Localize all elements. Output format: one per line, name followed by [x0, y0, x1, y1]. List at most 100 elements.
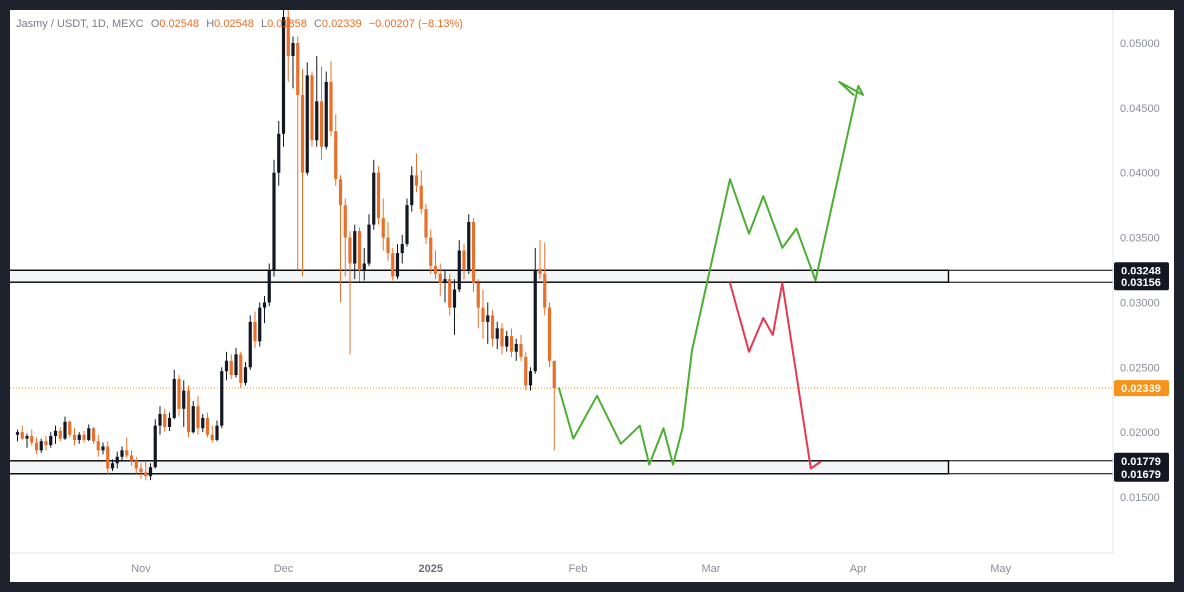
price-chart[interactable]: 0.01500 0.02000 0.02500 0.03000 0.03500 0.040… — [10, 10, 1174, 582]
candle-body — [120, 450, 124, 457]
candle-body — [547, 307, 552, 361]
y-tick-label: 0.04000 — [1120, 168, 1160, 180]
candle-body — [300, 94, 305, 173]
x-tick-label: May — [990, 563, 1011, 575]
candle-body — [110, 463, 115, 469]
candle-body — [376, 172, 381, 219]
candle-body — [310, 75, 314, 141]
y-tick-label: 0.05000 — [1120, 38, 1160, 50]
candle-body — [324, 81, 328, 147]
candle-body — [153, 425, 157, 468]
candle-body — [15, 432, 20, 435]
candle-body — [338, 179, 343, 206]
candle-body — [68, 421, 72, 435]
chart-panel[interactable]: 0.01500 0.02000 0.02500 0.03000 0.03500 0.040… — [10, 10, 1174, 582]
candle-body — [296, 43, 300, 95]
candle-body — [58, 430, 62, 439]
candle-body — [196, 406, 200, 429]
y-tick-label: 0.03000 — [1120, 297, 1160, 309]
candle-body — [134, 460, 138, 469]
y-tick-label: 0.04500 — [1120, 103, 1160, 115]
y-tick-label: 0.02000 — [1120, 427, 1160, 439]
candle-body — [400, 244, 404, 254]
bearish-projection-path — [729, 282, 822, 470]
x-tick-label: Nov — [131, 563, 151, 575]
candle-body — [286, 17, 290, 56]
open-value: 0.02548 — [159, 18, 200, 30]
candle-body — [514, 343, 518, 352]
x-tick-label: Mar — [702, 563, 721, 575]
candle-body — [220, 371, 224, 426]
candle-body — [438, 273, 442, 283]
candle-body — [277, 133, 281, 173]
candle-body — [258, 307, 262, 342]
candle-body — [495, 328, 499, 339]
candle-body — [267, 270, 271, 303]
price-tag-box — [1114, 274, 1169, 291]
candle-body — [429, 237, 433, 267]
candle-body — [348, 237, 352, 264]
candle-body — [177, 378, 181, 409]
candle-body — [414, 175, 419, 186]
candle-body — [186, 390, 191, 433]
candle-body — [362, 263, 366, 270]
support-resistance-zone — [10, 269, 950, 283]
candle-body — [462, 250, 466, 270]
high-label: H — [206, 18, 215, 30]
candle-body — [476, 282, 480, 308]
symbol-name: Jasmy / USDT, 1D, MEXC — [16, 18, 144, 30]
zones — [10, 269, 1113, 475]
candle-body — [372, 172, 376, 225]
candle-body — [201, 417, 205, 429]
x-tick-label: Dec — [274, 563, 294, 575]
candle-body — [44, 441, 48, 446]
low-label: L — [260, 18, 268, 30]
candle-body — [291, 43, 295, 56]
price-tag-label: 0.02339 — [1121, 383, 1161, 395]
candle-body — [39, 441, 43, 451]
close-value: 0.02339 — [321, 18, 362, 30]
candle-body — [419, 185, 423, 210]
candle-body — [224, 360, 229, 372]
candle-body — [63, 421, 67, 439]
candle-body — [139, 468, 143, 473]
candle-body — [505, 336, 509, 347]
candle-body — [528, 371, 533, 386]
candle-body — [215, 425, 219, 440]
candle-body — [457, 250, 461, 290]
candle-body — [158, 413, 162, 426]
candle-body — [20, 432, 24, 439]
candle-body — [334, 131, 338, 180]
candle-body — [367, 224, 371, 264]
high-value: 0.02548 — [214, 18, 254, 30]
candle-body — [144, 472, 148, 477]
candle-body — [262, 302, 267, 308]
candle-body — [239, 354, 243, 383]
candle-body — [243, 367, 248, 383]
y-tick-label: 0.01500 — [1120, 492, 1160, 504]
projections — [558, 80, 864, 470]
candle-body — [381, 218, 385, 238]
candle-body — [191, 406, 195, 433]
candle-body — [552, 360, 556, 389]
candle-body — [91, 428, 96, 442]
candle-body — [272, 172, 276, 270]
candle-body — [30, 436, 34, 443]
candle-body — [34, 442, 39, 451]
candle-body — [490, 315, 495, 339]
candle-body — [96, 441, 100, 451]
candle-body — [115, 456, 119, 464]
candle-body — [395, 253, 400, 277]
candle-body — [53, 430, 58, 437]
candle-body — [305, 75, 309, 173]
candle-body — [319, 101, 324, 147]
candle-body — [87, 428, 91, 440]
candle-body — [410, 175, 414, 206]
candle-body — [538, 270, 542, 274]
y-tick-label: 0.03500 — [1120, 233, 1160, 245]
candle-body — [229, 360, 233, 376]
candle-body — [205, 417, 210, 435]
candle-body — [391, 253, 395, 277]
price-tag-box — [1114, 465, 1169, 482]
